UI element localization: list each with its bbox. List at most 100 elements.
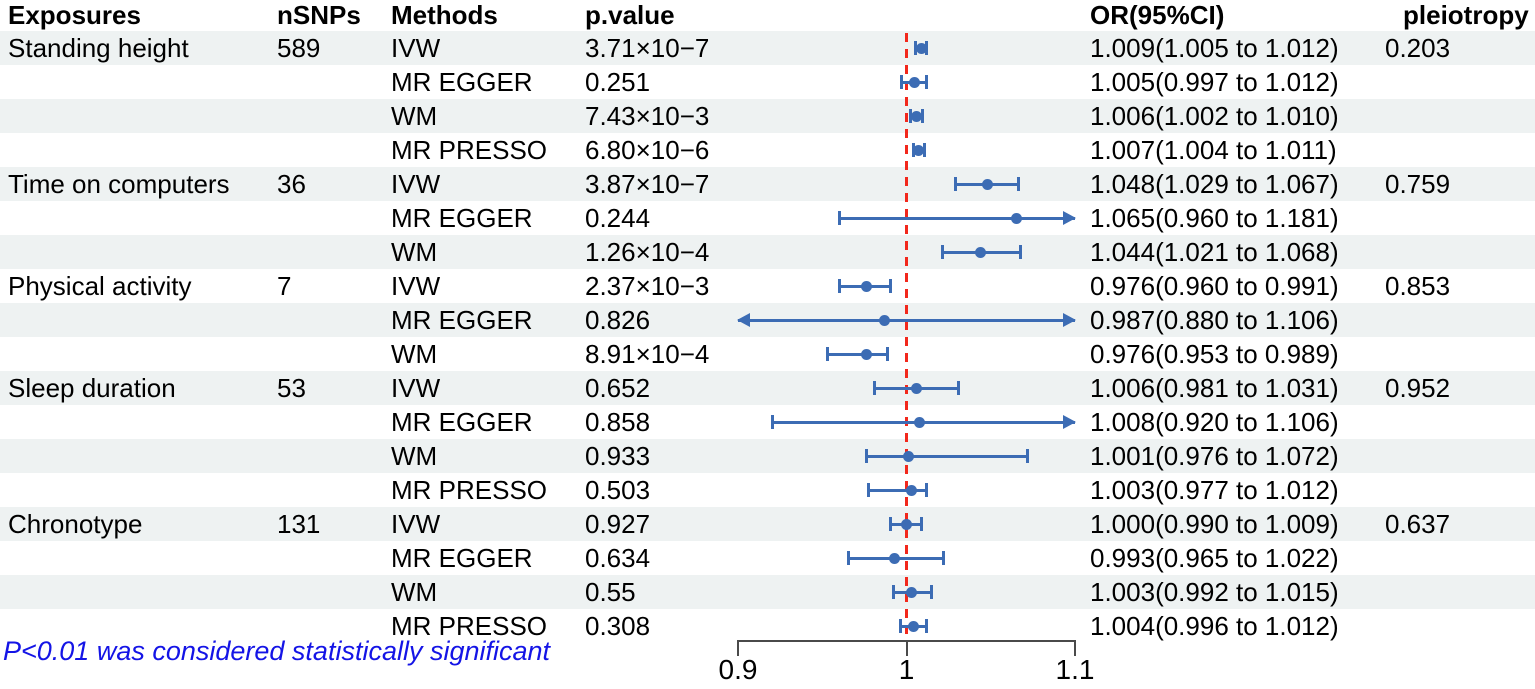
- ci-line: [866, 454, 1028, 458]
- method-label: MR EGGER: [391, 305, 533, 335]
- reference-line: [905, 33, 908, 640]
- method-label: MR PRESSO: [391, 135, 548, 165]
- ci-cap-left: [865, 449, 869, 463]
- pvalue-value: 3.71×10−7: [585, 33, 710, 63]
- table-header: Exposures nSNPs Methods p.value OR(95%CI…: [0, 0, 1535, 31]
- pvalue-value: 7.43×10−3: [585, 101, 710, 131]
- or-ci-value: 1.005(0.997 to 1.012): [1090, 67, 1339, 97]
- pvalue-value: 0.251: [585, 67, 651, 97]
- col-header-pvalue: p.value: [585, 0, 675, 30]
- point-estimate-dot: [879, 314, 891, 326]
- ci-cap-right: [924, 619, 928, 633]
- col-header-or-ci: OR(95%CI): [1090, 0, 1225, 30]
- pvalue-value: 0.826: [585, 305, 651, 335]
- ci-cap-right: [924, 75, 928, 89]
- pvalue-value: 8.91×10−4: [585, 339, 710, 369]
- method-label: IVW: [391, 509, 441, 539]
- method-label: MR PRESSO: [391, 611, 548, 641]
- table-row: WM 0.55 1.003(0.992 to 1.015): [0, 575, 1535, 609]
- ci-cap-right: [921, 109, 925, 123]
- pvalue-value: 3.87×10−7: [585, 169, 710, 199]
- table-row: MR EGGER 0.244 1.065(0.960 to 1.181): [0, 201, 1535, 235]
- or-ci-value: 1.003(0.977 to 1.012): [1090, 475, 1339, 505]
- pvalue-value: 0.503: [585, 475, 651, 505]
- table-row: WM 1.26×10−4 1.044(1.021 to 1.068): [0, 235, 1535, 269]
- ci-arrow-right: [1063, 211, 1076, 225]
- ci-cap-left: [913, 41, 917, 55]
- table-row: MR EGGER 0.634 0.993(0.965 to 1.022): [0, 541, 1535, 575]
- point-estimate-dot: [902, 450, 914, 462]
- point-estimate-dot: [860, 280, 872, 292]
- pvalue-value: 6.80×10−6: [585, 135, 710, 165]
- point-estimate-dot: [914, 416, 926, 428]
- or-ci-value: 1.048(1.029 to 1.067): [1090, 169, 1339, 199]
- pleiotropy-value: 0.952: [1385, 373, 1451, 403]
- ci-cap-left: [940, 245, 944, 259]
- or-ci-value: 0.987(0.880 to 1.106): [1090, 305, 1339, 335]
- nsnps-value: 53: [277, 373, 306, 403]
- ci-cap-left: [826, 347, 830, 361]
- ci-cap-right: [885, 347, 889, 361]
- point-estimate-dot: [975, 246, 987, 258]
- pleiotropy-value: 0.853: [1385, 271, 1451, 301]
- method-label: WM: [391, 441, 438, 471]
- significance-footnote: P<0.01 was considered statistically sign…: [3, 636, 551, 666]
- table-row: Physical activity 7 IVW 2.37×10−3 0.976(0.96…: [0, 269, 1535, 303]
- axis-tick: [1074, 640, 1076, 656]
- table-row: MR EGGER 0.826 0.987(0.880 to 1.106): [0, 303, 1535, 337]
- method-label: WM: [391, 237, 438, 267]
- or-ci-value: 1.006(0.981 to 1.031): [1090, 373, 1339, 403]
- point-estimate-dot: [906, 586, 918, 598]
- table-row: Sleep duration 53 IVW 0.652 1.006(0.981 to 1…: [0, 371, 1535, 405]
- method-label: WM: [391, 339, 438, 369]
- ci-cap-right: [956, 381, 960, 395]
- ci-cap-right: [889, 279, 893, 293]
- point-estimate-dot: [911, 382, 923, 394]
- pvalue-value: 0.652: [585, 373, 651, 403]
- or-ci-value: 0.993(0.965 to 1.022): [1090, 543, 1339, 573]
- ci-cap-left: [846, 551, 850, 565]
- table-row: MR EGGER 0.251 1.005(0.997 to 1.012): [0, 65, 1535, 99]
- or-ci-value: 0.976(0.960 to 0.991): [1090, 271, 1339, 301]
- nsnps-value: 36: [277, 169, 306, 199]
- ci-line: [867, 488, 927, 492]
- pvalue-value: 1.26×10−4: [585, 237, 710, 267]
- exposure-label: Physical activity: [8, 271, 192, 301]
- method-label: WM: [391, 577, 438, 607]
- col-header-exposures: Exposures: [8, 0, 141, 30]
- exposure-label: Standing height: [8, 33, 189, 63]
- point-estimate-dot: [916, 42, 928, 54]
- axis-tick: [737, 640, 739, 656]
- pvalue-value: 0.308: [585, 611, 651, 641]
- axis-tick: [905, 640, 908, 656]
- ci-cap-left: [873, 381, 877, 395]
- ci-arrow-right: [1063, 415, 1076, 429]
- point-estimate-dot: [901, 518, 912, 530]
- pleiotropy-value: 0.203: [1385, 33, 1451, 63]
- ci-cap-left: [892, 585, 896, 599]
- nsnps-value: 589: [277, 33, 321, 63]
- ci-cap-left: [908, 109, 912, 123]
- point-estimate-dot: [909, 76, 921, 88]
- ci-cap-right: [1019, 245, 1023, 259]
- or-ci-value: 1.004(0.996 to 1.012): [1090, 611, 1339, 641]
- point-estimate-dot: [889, 552, 901, 564]
- method-label: MR EGGER: [391, 203, 533, 233]
- table-row: MR EGGER 0.858 1.008(0.920 to 1.106): [0, 405, 1535, 439]
- exposure-label: Chronotype: [8, 509, 143, 539]
- exposure-label: Sleep duration: [8, 373, 176, 403]
- point-estimate-dot: [907, 620, 919, 632]
- ci-cap-left: [866, 483, 870, 497]
- ci-cap-left: [838, 279, 842, 293]
- method-label: MR PRESSO: [391, 475, 548, 505]
- ci-cap-right: [924, 483, 928, 497]
- point-estimate-dot: [912, 144, 924, 156]
- ci-line: [738, 318, 1075, 322]
- ci-cap-left: [888, 517, 892, 531]
- ci-line: [839, 216, 1075, 220]
- method-label: WM: [391, 101, 438, 131]
- nsnps-value: 7: [277, 271, 292, 301]
- pvalue-value: 0.927: [585, 509, 651, 539]
- ci-arrow-right: [1063, 313, 1076, 327]
